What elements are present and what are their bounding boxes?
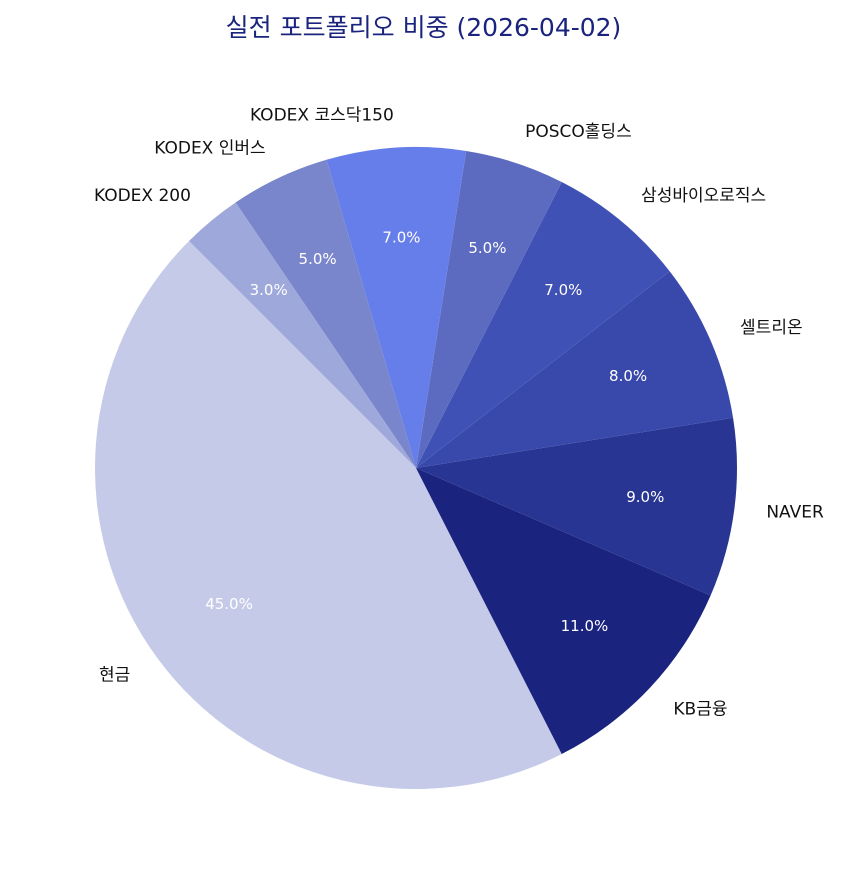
pie-category-label: 셀트리온: [740, 318, 803, 338]
pie-category-label: POSCO홀딩스: [525, 122, 632, 142]
pie-category-label: 삼성바이오로직스: [641, 186, 766, 206]
pie-category-labels: 현금 KB금융 NAVER 셀트리온 삼성바이오로직스 POSCO홀딩스 KODEX 코스닥…: [94, 106, 824, 720]
pie-percent-label: 3.0%: [250, 281, 288, 299]
pie-percent-labels: 45.0% 11.0% 9.0% 8.0% 7.0% 5.0% 7.0% 5.0% 3.0%: [205, 228, 664, 635]
pie-slice-3: [416, 417, 737, 596]
pie-slices: [95, 147, 737, 789]
pie-slice-8: [235, 159, 416, 468]
pie-category-label: KODEX 인버스: [154, 139, 265, 159]
pie-slice-1: [95, 241, 562, 789]
pie-percent-label: 45.0%: [205, 595, 253, 613]
chart-title: 실전 포트폴리오 비중 (2026-04-02): [225, 13, 622, 42]
pie-slice-9: [189, 202, 416, 468]
pie-percent-label: 8.0%: [609, 367, 647, 385]
pie-slice-7: [326, 147, 467, 468]
pie-category-label: KODEX 코스닥150: [250, 106, 394, 126]
pie-percent-label: 9.0%: [626, 488, 664, 506]
pie-slice-2: [416, 468, 711, 755]
pie-percent-label: 5.0%: [468, 239, 506, 257]
pie-percent-label: 7.0%: [382, 228, 420, 246]
pie-category-label: 현금: [99, 666, 130, 686]
pie-slice-5: [416, 181, 670, 468]
pie-slice-6: [416, 150, 562, 469]
pie-percent-label: 5.0%: [299, 250, 337, 268]
pie-category-label: NAVER: [766, 502, 824, 522]
pie-slice-4: [416, 271, 734, 468]
pie-category-label: KB금융: [673, 700, 727, 720]
pie-percent-label: 11.0%: [561, 617, 609, 635]
pie-percent-label: 7.0%: [544, 281, 582, 299]
pie-category-label: KODEX 200: [94, 186, 191, 206]
